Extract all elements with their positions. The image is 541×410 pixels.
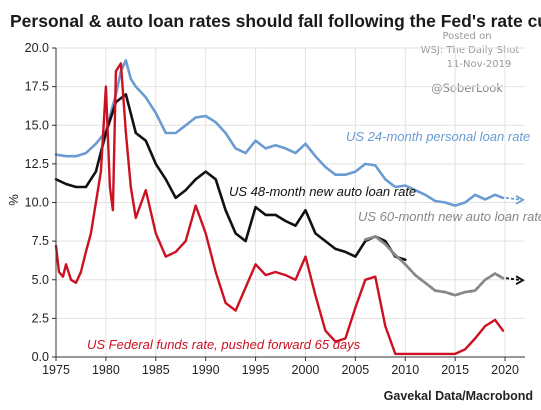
forecast-arrow-personal-head — [515, 195, 525, 205]
x-tick-label: 2015 — [441, 363, 469, 377]
y-tick-label: 20.0 — [25, 41, 49, 55]
label-personal-loan: US 24-month personal loan rate — [346, 129, 530, 144]
series-fed-funds — [54, 62, 505, 356]
x-tick-label: 1990 — [192, 363, 220, 377]
x-tick-label: 1995 — [242, 363, 270, 377]
y-tick-label: 0.0 — [32, 350, 49, 364]
watermark-handle: @SoberLook — [431, 81, 503, 95]
forecast-arrow-personal — [505, 196, 523, 201]
label-60m-auto: US 60-month new auto loan rate — [358, 209, 541, 224]
watermark-line-1: Posted on — [442, 31, 491, 42]
forecast-arrow-auto — [505, 277, 523, 282]
x-tick-label: 2000 — [292, 363, 320, 377]
x-tick-label: 1975 — [42, 363, 70, 377]
y-tick-label: 2.5 — [32, 311, 49, 325]
x-tick-label: 2005 — [341, 363, 369, 377]
x-tick-label: 1985 — [142, 363, 170, 377]
y-tick-label: 10.0 — [25, 196, 49, 210]
label-48m-auto: US 48-month new auto loan rate — [229, 184, 416, 199]
y-tick-label: 15.0 — [25, 118, 49, 132]
series-personal-loan — [54, 59, 505, 207]
watermark-line-3: 11-Nov-2019 — [447, 59, 512, 70]
chart-title: Personal & auto loan rates should fall f… — [10, 11, 541, 31]
x-tick-label: 1980 — [92, 363, 120, 377]
label-fed-funds: US Federal funds rate, pushed forward 65… — [87, 337, 361, 352]
axes: 0.0 2.5 5.0 7.5 10.0 12.5 15.0 17.5 20.0 1975 1980… — [25, 41, 525, 377]
series-lines — [54, 59, 525, 356]
forecast-arrow-auto-head — [515, 275, 525, 285]
x-tick-label: 2010 — [391, 363, 419, 377]
source-note: Gavekal Data/Macrobond — [384, 389, 533, 403]
y-tick-label: 7.5 — [32, 234, 49, 248]
x-tick-label: 2020 — [491, 363, 519, 377]
watermark-line-2: WSJ: The Daily Shot — [421, 45, 520, 56]
y-axis-label: % — [6, 194, 21, 206]
series-60m-auto — [363, 235, 505, 297]
y-tick-label: 17.5 — [25, 80, 49, 94]
y-tick-label: 12.5 — [25, 157, 49, 171]
y-tick-label: 5.0 — [32, 273, 49, 287]
